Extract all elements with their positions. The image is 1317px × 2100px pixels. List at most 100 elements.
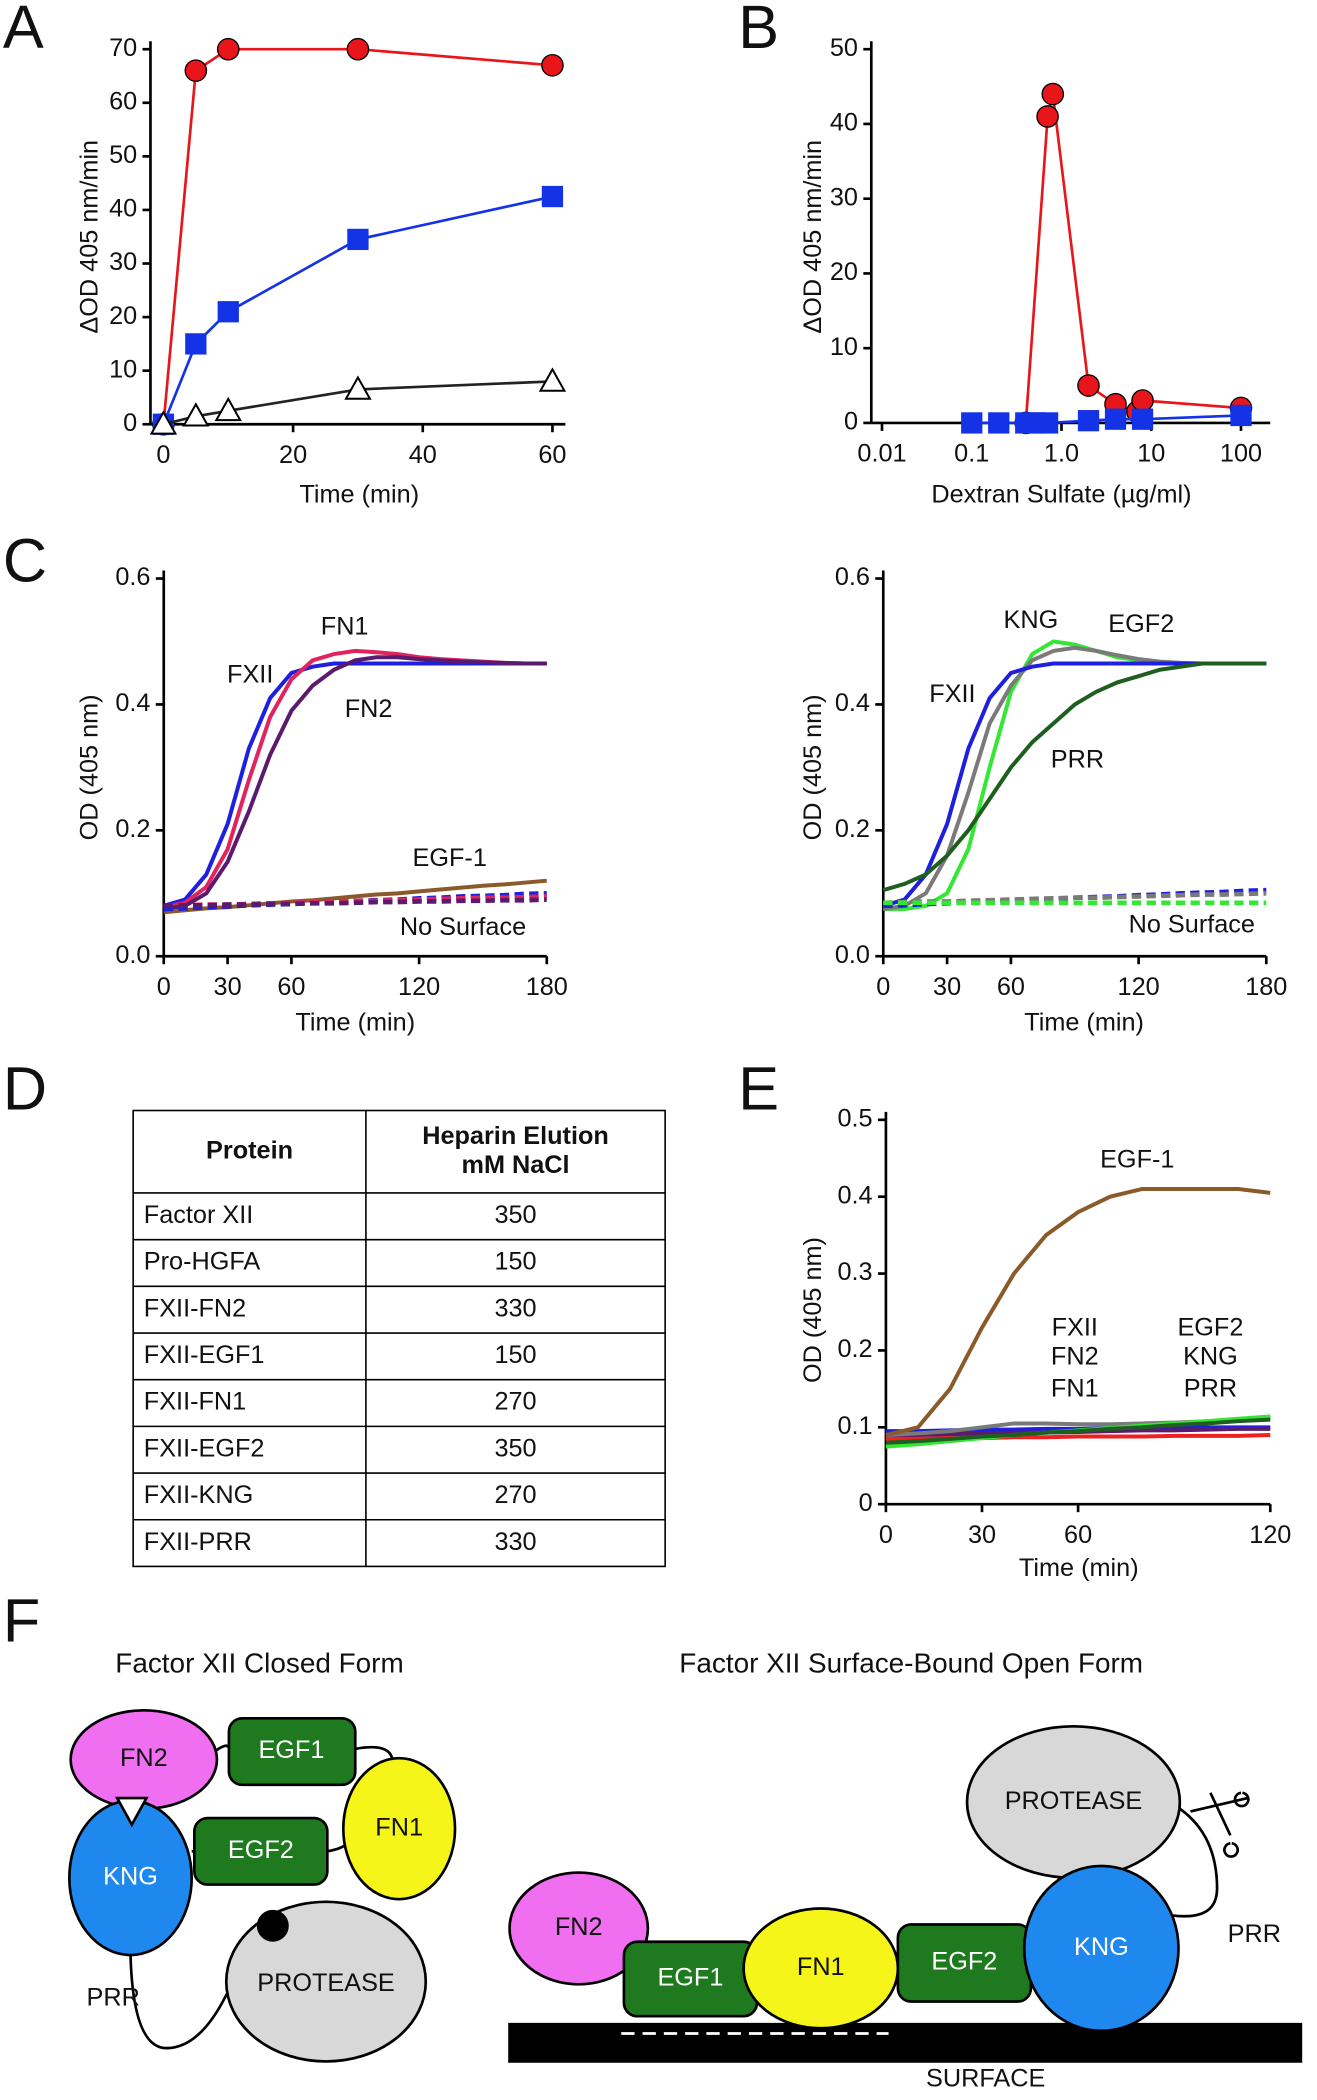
- series-line: [1024, 93, 1242, 424]
- x-tick-label: 120: [1118, 973, 1160, 1001]
- table-cell: 330: [494, 1528, 536, 1556]
- linker: [1170, 1807, 1219, 1918]
- surface: [508, 2022, 1303, 2063]
- x-tick-label: 20: [279, 441, 307, 469]
- panel-label: E: [738, 1054, 779, 1122]
- marker: [538, 367, 567, 392]
- domain-label: FN2: [555, 1913, 603, 1941]
- y-tick-label: 0.2: [838, 1335, 873, 1363]
- table-border: [132, 1109, 666, 1568]
- x-tick-label: 0.1: [954, 440, 989, 468]
- series-label: KNG: [1004, 606, 1059, 634]
- y-axis-label: OD (405 nm): [799, 694, 827, 840]
- x-axis-label: Time (min): [1019, 1554, 1139, 1582]
- domain-label: EGF2: [228, 1836, 294, 1864]
- y-tick-label: 0.6: [115, 563, 150, 591]
- series-label: EGF-1: [1100, 1146, 1174, 1174]
- domain-label: EGF1: [657, 1964, 723, 1992]
- marker: [182, 402, 210, 427]
- marker: [217, 301, 239, 323]
- annotation: No Surface: [1129, 910, 1255, 938]
- marker: [347, 228, 369, 251]
- panel-label: C: [3, 526, 47, 594]
- marker: [185, 333, 207, 355]
- marker: [184, 59, 208, 82]
- x-tick-label: 0: [879, 1521, 893, 1549]
- domain-label: EGF2: [931, 1948, 997, 1976]
- series-label: FXII: [227, 660, 273, 688]
- marker: [1041, 82, 1065, 106]
- domain: [1022, 1864, 1180, 2033]
- marker: [1131, 389, 1154, 412]
- x-tick-label: 120: [398, 973, 440, 1001]
- y-tick-label: 0.6: [835, 563, 870, 591]
- x-tick-label: 60: [1064, 1521, 1092, 1549]
- series-label: FN2: [1051, 1343, 1099, 1371]
- diagram: Factor XII Closed Form FN2 EGF1 KNG EGF2…: [67, 1647, 1303, 2093]
- y-tick-label: 0.1: [838, 1412, 873, 1440]
- domain: [193, 1816, 329, 1886]
- series-label: EGF-1: [413, 844, 487, 872]
- y-tick-label: 50: [109, 141, 137, 169]
- y-tick-label: 0.5: [838, 1104, 873, 1132]
- marker: [988, 412, 1010, 434]
- x-axis-label: Time (min): [1024, 1009, 1144, 1037]
- series-line: [882, 661, 1267, 893]
- marker: [1036, 105, 1059, 128]
- series-label: PRR: [1184, 1374, 1237, 1402]
- linker: [129, 1744, 394, 2050]
- domain: [508, 1871, 650, 1986]
- panel-label: A: [3, 0, 44, 61]
- domain: [227, 1716, 357, 1787]
- marker: [1230, 404, 1252, 427]
- y-tick-label: 0.3: [838, 1258, 873, 1286]
- active-site: [256, 1909, 289, 1942]
- x-tick-label: 30: [933, 973, 961, 1001]
- table-header: Protein: [206, 1136, 293, 1164]
- y-tick-label: 70: [109, 34, 137, 62]
- marker: [1036, 412, 1059, 434]
- marker: [214, 396, 242, 422]
- y-axis-label: ΔOD 405 nm/min: [75, 140, 103, 334]
- y-tick-label: 50: [830, 34, 858, 62]
- series-label: PRR: [1051, 745, 1104, 773]
- series-label: EGF2: [1177, 1313, 1243, 1341]
- y-tick-label: 60: [109, 87, 137, 115]
- x-tick-label: 180: [526, 973, 568, 1001]
- table-cell: 350: [494, 1434, 536, 1462]
- domain-label: PROTEASE: [1005, 1787, 1143, 1815]
- domain-label: KNG: [1074, 1933, 1129, 1961]
- y-tick-label: 40: [830, 109, 858, 137]
- y-tick-label: 0.4: [838, 1181, 873, 1209]
- x-tick-label: 30: [214, 973, 242, 1001]
- panel-label: D: [3, 1054, 47, 1122]
- x-tick-label: 1.0: [1044, 440, 1079, 468]
- marker: [541, 185, 564, 208]
- y-tick-label: 0: [859, 1489, 873, 1517]
- domain-label: EGF1: [258, 1736, 324, 1764]
- y-tick-label: 20: [109, 302, 137, 330]
- panel-label: F: [3, 1586, 40, 1654]
- table-cell: Pro-HGFA: [144, 1248, 261, 1276]
- y-tick-label: 0.0: [115, 941, 150, 969]
- x-tick-label: 0: [876, 973, 890, 1001]
- series-line: [885, 1417, 1271, 1445]
- domain-label: KNG: [103, 1863, 158, 1891]
- series-label: FN1: [1051, 1374, 1099, 1402]
- table-cell: Factor XII: [144, 1201, 253, 1229]
- linker-label: PRR: [1228, 1920, 1281, 1948]
- table-header: Heparin Elution: [422, 1122, 609, 1150]
- x-tick-label: 100: [1220, 440, 1262, 468]
- domain-label: FN1: [375, 1813, 423, 1841]
- table-cell: FXII-PRR: [144, 1528, 252, 1556]
- x-tick-label: 30: [968, 1521, 996, 1549]
- domain-label: FN1: [797, 1953, 845, 1981]
- series-label: EGF2: [1108, 610, 1174, 638]
- y-tick-label: 40: [109, 195, 137, 223]
- marker: [1131, 408, 1154, 430]
- series-label: FN1: [321, 612, 369, 640]
- y-tick-label: 10: [109, 355, 137, 383]
- series-label: KNG: [1183, 1343, 1238, 1371]
